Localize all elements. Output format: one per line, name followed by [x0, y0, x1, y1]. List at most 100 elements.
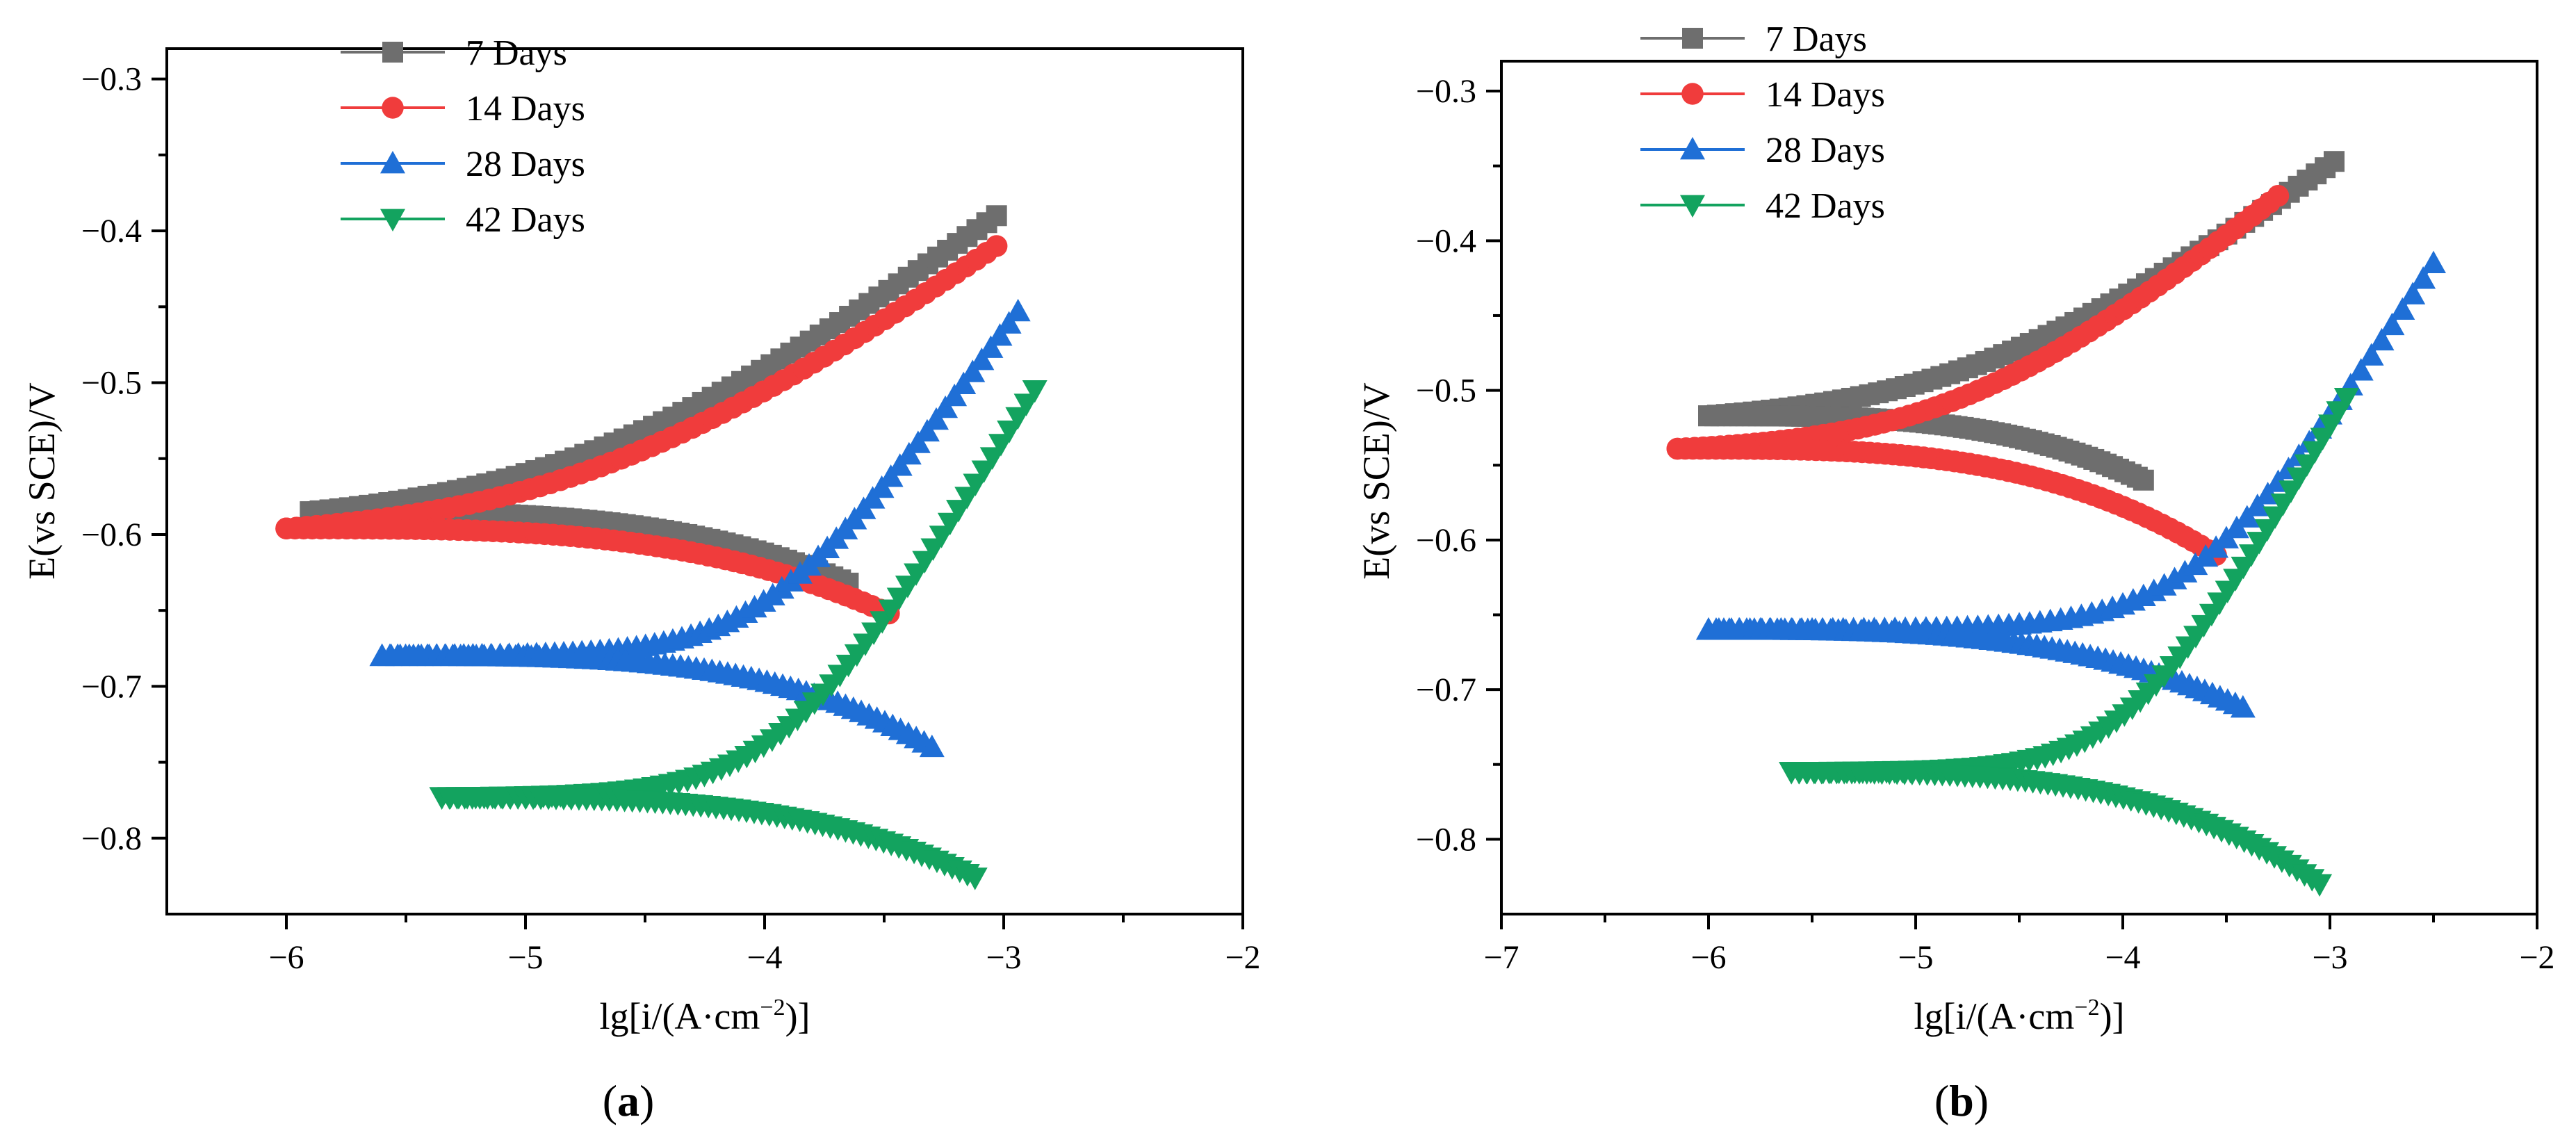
series-a-2-anodic-point-62	[933, 395, 959, 418]
series-a-2-anodic-point-67	[978, 335, 1004, 358]
legend-b: 7 Days 14 Days 28 Days 42 Days	[1640, 19, 1885, 226]
plot-frame-a	[165, 47, 1244, 915]
series-a-1	[275, 235, 1008, 625]
y-tick-label-b-0: −0.8	[1416, 821, 1476, 858]
x-tick-label-a-3: −3	[986, 939, 1021, 976]
series-a-2-anodic-point-64	[951, 371, 977, 395]
series-b-2-anodic-point-65	[2369, 327, 2395, 351]
chart-panel-a: −6 −5 −4 −3 −2 −0.8 −0.7 −0.6 −0.5 −0.4 −0.3 lg[i/…	[21, 33, 1261, 1125]
series-a-2-cathodic-point-70	[919, 734, 945, 758]
series-a-0-anodic-point-70	[986, 205, 1007, 227]
series-b-2-anodic-point-52	[2234, 505, 2260, 528]
x-tick-label-b-1: −6	[1690, 939, 1726, 976]
series-a-3-anodic-point-63	[963, 473, 988, 496]
series-a-2-anodic-point-59	[905, 430, 931, 453]
x-axis-title-b: lg[i/(A·cm−2)]	[1914, 995, 2124, 1037]
x-tick-label-b-5: −2	[2519, 939, 2554, 976]
series-b-3-cathodic-point-70	[2307, 874, 2333, 897]
ticks-b: −7 −6 −5 −4 −3 −2 −0.8 −0.7 −0.6 −0.5 −0.4 −0.3	[1416, 73, 2555, 976]
y-tick-label-b-5: −0.3	[1416, 73, 1476, 110]
series-a-2-anodic-point-68	[987, 323, 1013, 346]
series-a-3-anodic-point-61	[946, 500, 972, 523]
legend-label-b-1: 14 Days	[1766, 75, 1885, 115]
series-b-1-anodic-point-70	[2267, 184, 2290, 207]
legend-label-a-3: 42 Days	[466, 200, 585, 240]
series-a-3-anodic-point-62	[954, 487, 980, 510]
legend-label-a-1: 14 Days	[466, 89, 585, 129]
y-tick-label-a-5: −0.3	[81, 61, 142, 98]
series-a-1-anodic-point-70	[985, 235, 1008, 257]
legend-marker-b-0	[1682, 28, 1703, 49]
y-axis-title-a: E(vs SCE)/V	[21, 382, 63, 580]
series-b-2-anodic-point-63	[2348, 358, 2374, 381]
series-a-3-anodic-point-66	[988, 434, 1013, 457]
legend-marker-a-0	[382, 42, 403, 63]
legend-marker-b-1	[1681, 83, 1704, 105]
series-b-2-anodic-point-45	[2162, 567, 2187, 589]
series-b-2-anodic-point-69	[2411, 266, 2436, 289]
series-a-2-anodic-point-58	[896, 441, 922, 465]
x-tick-label-a-0: −6	[268, 939, 304, 976]
x-axis-title-a: lg[i/(A·cm−2)]	[599, 995, 810, 1037]
series-a-3-anodic-point-68	[1005, 407, 1031, 430]
series-a-3-anodic-point-70	[1022, 380, 1047, 403]
panel-label-a: (a)	[603, 1076, 655, 1125]
y-tick-label-b-4: −0.4	[1416, 222, 1476, 259]
y-axis-title-b: E(vs SCE)/V	[1355, 382, 1397, 580]
legend-marker-a-1	[382, 97, 404, 119]
x-tick-label-b-3: −4	[2105, 939, 2140, 976]
series-a-2-anodic-point-65	[960, 359, 986, 382]
x-tick-label-b-2: −5	[1898, 939, 1933, 976]
series-b-2	[1696, 250, 2446, 718]
series-b-3-anodic-point-70	[2333, 387, 2359, 411]
series-a-3-anodic-point-67	[997, 421, 1022, 443]
series-a-3-cathodic-point-70	[962, 868, 988, 890]
legend-marker-a-3	[380, 209, 405, 231]
series-a-2-anodic-point-70	[1005, 298, 1031, 322]
legend-marker-b-3	[1680, 195, 1705, 218]
series-layer-b	[1666, 151, 2446, 897]
legend-label-b-3: 42 Days	[1766, 186, 1885, 226]
y-tick-label-a-4: −0.4	[81, 213, 142, 250]
y-tick-label-b-3: −0.5	[1416, 373, 1476, 409]
panel-label-b: (b)	[1934, 1076, 1989, 1125]
series-b-2-anodic-point-44	[2151, 573, 2177, 596]
x-tick-label-a-4: −2	[1225, 939, 1260, 976]
series-b-0-cathodic-point-70	[2133, 469, 2154, 491]
series-b-2-anodic-point-70	[2421, 250, 2446, 274]
series-a-3-anodic-point-64	[971, 460, 997, 483]
legend-marker-b-2	[1680, 137, 1705, 160]
series-a-2-anodic-point-63	[942, 383, 968, 407]
series-b-3	[1779, 387, 2359, 897]
legend-label-a-0: 7 Days	[466, 33, 567, 73]
x-tick-label-b-4: −3	[2312, 939, 2347, 976]
legend-label-b-2: 28 Days	[1766, 131, 1885, 170]
legend-label-b-0: 7 Days	[1766, 19, 1867, 59]
series-a-3-anodic-point-65	[979, 447, 1005, 470]
y-tick-label-b-2: −0.6	[1416, 522, 1476, 559]
x-tick-label-a-2: −4	[747, 939, 782, 976]
series-a-2-anodic-point-69	[996, 311, 1022, 334]
series-b-2-cathodic-point-70	[2230, 694, 2256, 718]
series-a-2-anodic-point-61	[923, 407, 949, 430]
y-tick-label-a-1: −0.7	[81, 668, 142, 705]
series-a-2-anodic-point-57	[887, 453, 913, 476]
ticks-a: −6 −5 −4 −3 −2 −0.8 −0.7 −0.6 −0.5 −0.4 −0.3	[81, 61, 1261, 976]
x-tick-label-b-0: −7	[1483, 939, 1519, 976]
legend-marker-a-2	[380, 151, 405, 174]
series-b-0-anodic-point-70	[2323, 151, 2345, 172]
series-a-2-anodic-point-66	[969, 347, 995, 370]
series-b-2-anodic-point-66	[2379, 312, 2405, 336]
y-tick-label-a-2: −0.6	[81, 516, 142, 553]
series-a-3-anodic-line	[441, 389, 1036, 799]
y-tick-label-a-0: −0.8	[81, 820, 142, 857]
series-a-3-anodic-point-69	[1013, 393, 1039, 416]
series-a-2-anodic-point-60	[914, 418, 940, 442]
series-b-2-anodic-point-68	[2400, 282, 2426, 304]
x-tick-label-a-1: −5	[507, 939, 543, 976]
y-tick-label-b-1: −0.7	[1416, 671, 1476, 708]
series-a-3	[429, 380, 1047, 890]
series-layer-a	[275, 205, 1047, 890]
series-b-2-anodic-point-67	[2390, 297, 2415, 320]
